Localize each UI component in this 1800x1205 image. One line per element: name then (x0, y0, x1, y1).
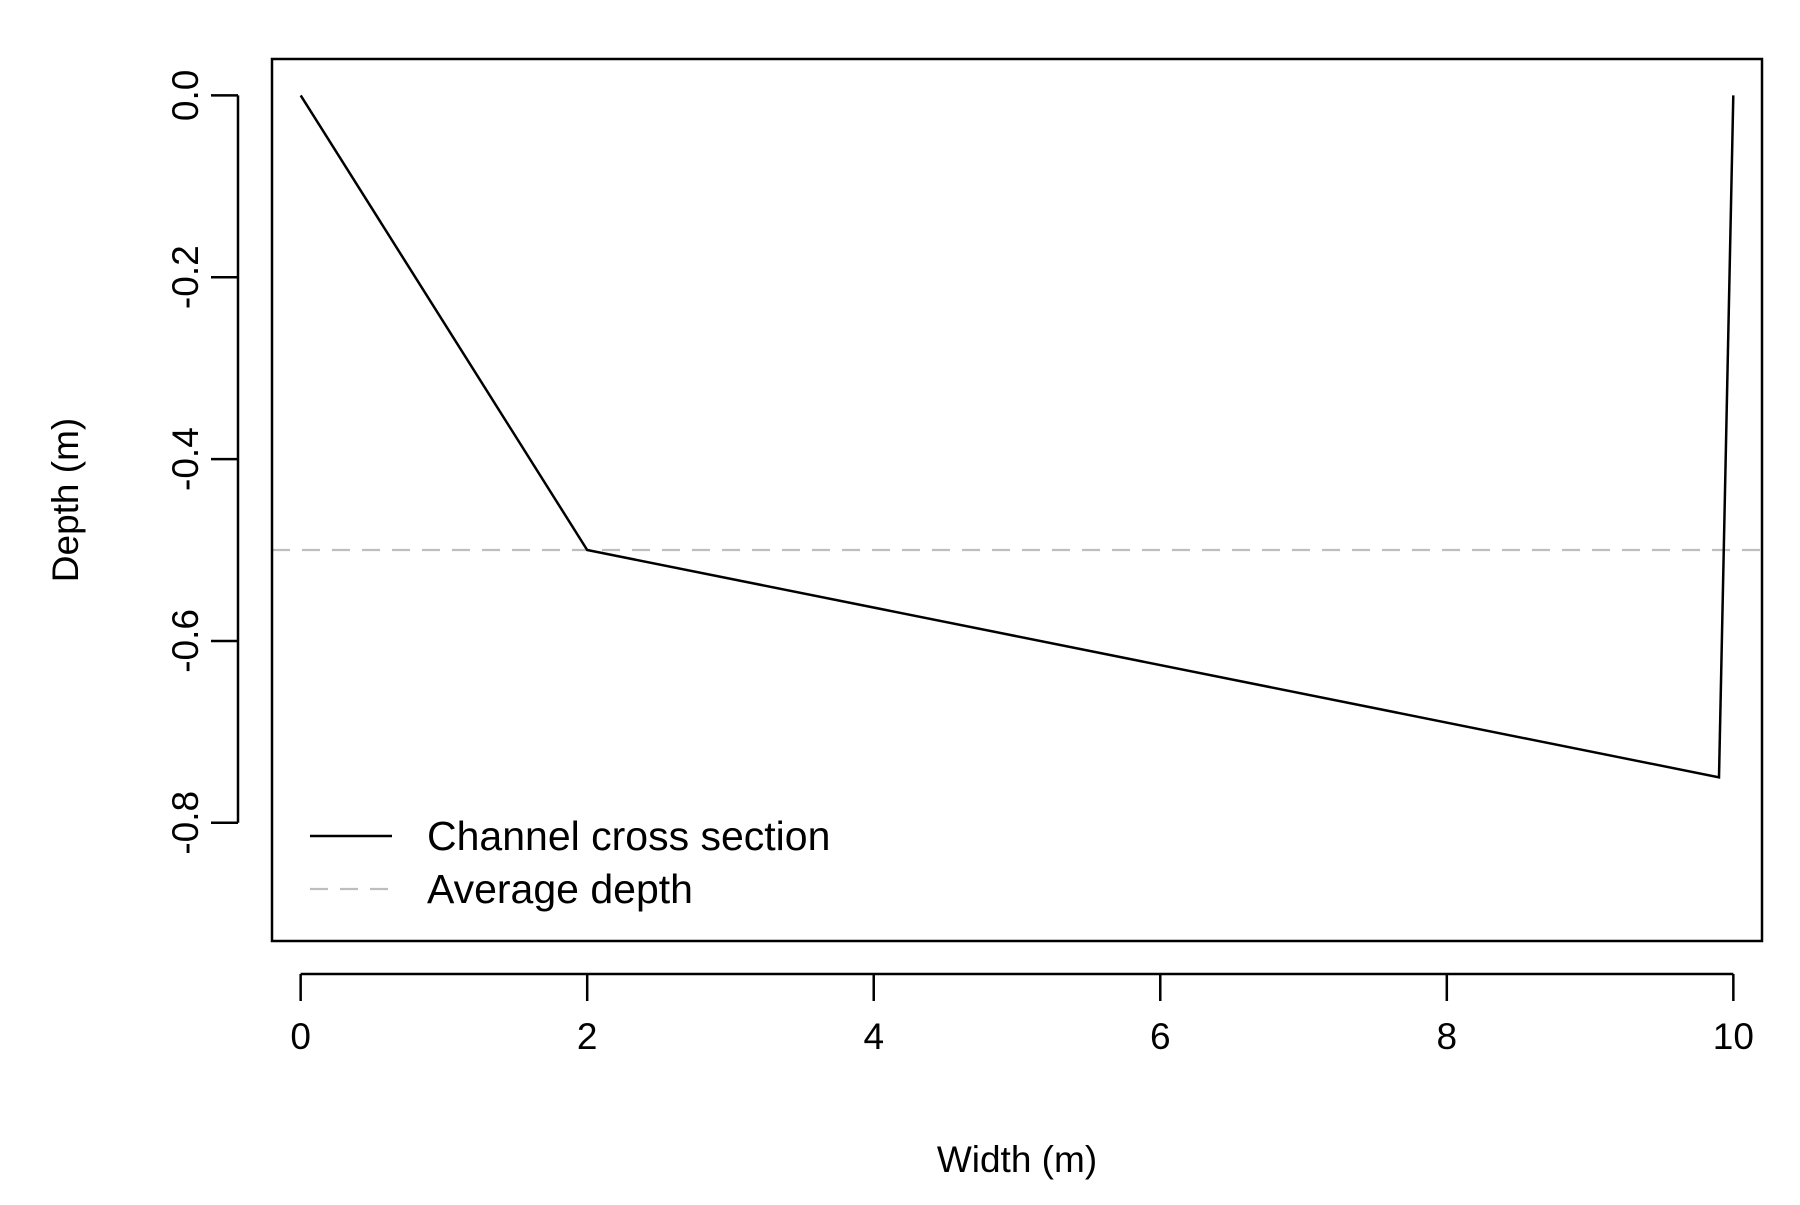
x-tick-label: 8 (1437, 1016, 1458, 1057)
legend: Channel cross section Average depth (310, 813, 830, 912)
y-axis-label: Depth (m) (45, 418, 86, 582)
y-tick-label: -0.2 (165, 245, 206, 309)
cross-section-line (299, 94, 1735, 779)
x-tick-label: 10 (1713, 1016, 1754, 1057)
legend-label: Channel cross section (427, 813, 830, 859)
y-tick-label: -0.6 (165, 609, 206, 673)
x-axis: 0 2 4 6 8 10 (290, 972, 1754, 1057)
x-axis-label: Width (m) (937, 1139, 1097, 1180)
legend-label: Average depth (427, 866, 693, 912)
y-axis: 0.0 -0.2 -0.4 -0.6 -0.8 (165, 70, 240, 855)
y-tick-label: -0.8 (165, 791, 206, 855)
x-tick-label: 4 (863, 1016, 884, 1057)
plot-frame (270, 57, 1764, 943)
x-tick-label: 0 (290, 1016, 311, 1057)
series-lines (299, 94, 1735, 779)
y-tick-label: 0.0 (165, 70, 206, 121)
y-tick-label: -0.4 (165, 427, 206, 491)
x-tick-label: 6 (1150, 1016, 1171, 1057)
x-tick-label: 2 (577, 1016, 598, 1057)
